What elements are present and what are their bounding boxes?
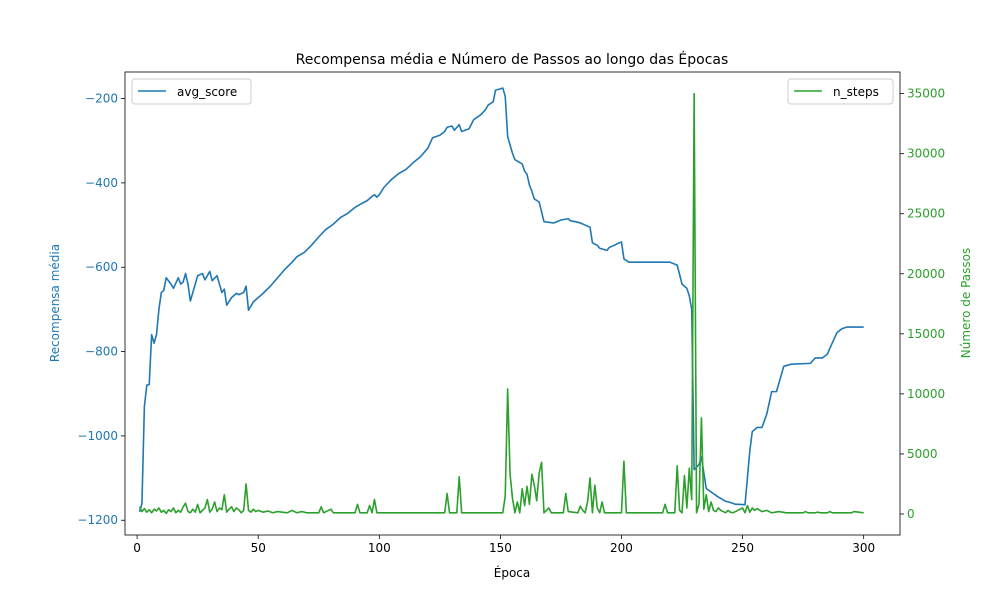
chart-title: Recompensa média e Número de Passos ao l… (296, 51, 729, 68)
y-left-tick-label-1: −1000 (77, 429, 118, 443)
y-axis-right-title: Número de Passos (959, 248, 973, 358)
x-tick-label-1: 50 (251, 541, 266, 555)
y-left-tick-label-0: −1200 (77, 513, 118, 527)
x-axis-title: Época (494, 565, 531, 580)
x-tick-label-3: 150 (489, 541, 512, 555)
y-right-tick-label-3: 15000 (907, 327, 945, 341)
y-axis-right: 0 5000 10000 15000 20000 25000 30000 35000 (900, 87, 945, 521)
plot-area (124, 71, 901, 536)
y-right-tick-label-5: 25000 (907, 207, 945, 221)
x-tick-label-0: 0 (133, 541, 141, 555)
y-left-tick-label-5: −200 (85, 92, 118, 106)
avg-score-line (138, 87, 864, 513)
legend-right-box (787, 78, 894, 105)
y-axis-left-title: Recompensa média (48, 244, 62, 362)
y-right-tick-label-1: 5000 (907, 447, 938, 461)
y-left-tick-label-2: −800 (85, 345, 118, 359)
x-tick-label-6: 300 (852, 541, 875, 555)
legend-n-steps: n_steps (787, 78, 894, 105)
x-tick-label-4: 200 (610, 541, 633, 555)
y-right-tick-label-4: 20000 (907, 267, 945, 281)
y-right-tick-label-0: 0 (907, 507, 915, 521)
legend-avg-score: avg_score (131, 78, 252, 105)
y-axis-left: −1200 −1000 −800 −600 −400 −200 (77, 92, 125, 527)
y-right-tick-label-2: 10000 (907, 387, 945, 401)
legend-right-label: n_steps (833, 85, 879, 99)
n-steps-line (138, 92, 864, 515)
x-axis: 0 50 100 150 200 250 300 (133, 535, 875, 555)
legend-left-label: avg_score (177, 85, 237, 99)
y-right-tick-label-7: 35000 (907, 87, 945, 101)
series-avg-score (138, 87, 864, 513)
legend-left-box (131, 78, 252, 105)
plot-frame (124, 71, 901, 536)
y-right-tick-label-6: 30000 (907, 147, 945, 161)
x-tick-label-2: 100 (368, 541, 391, 555)
y-left-tick-label-4: −400 (85, 176, 118, 190)
x-tick-label-5: 250 (731, 541, 754, 555)
y-left-tick-label-3: −600 (85, 260, 118, 274)
series-n-steps (138, 92, 864, 515)
